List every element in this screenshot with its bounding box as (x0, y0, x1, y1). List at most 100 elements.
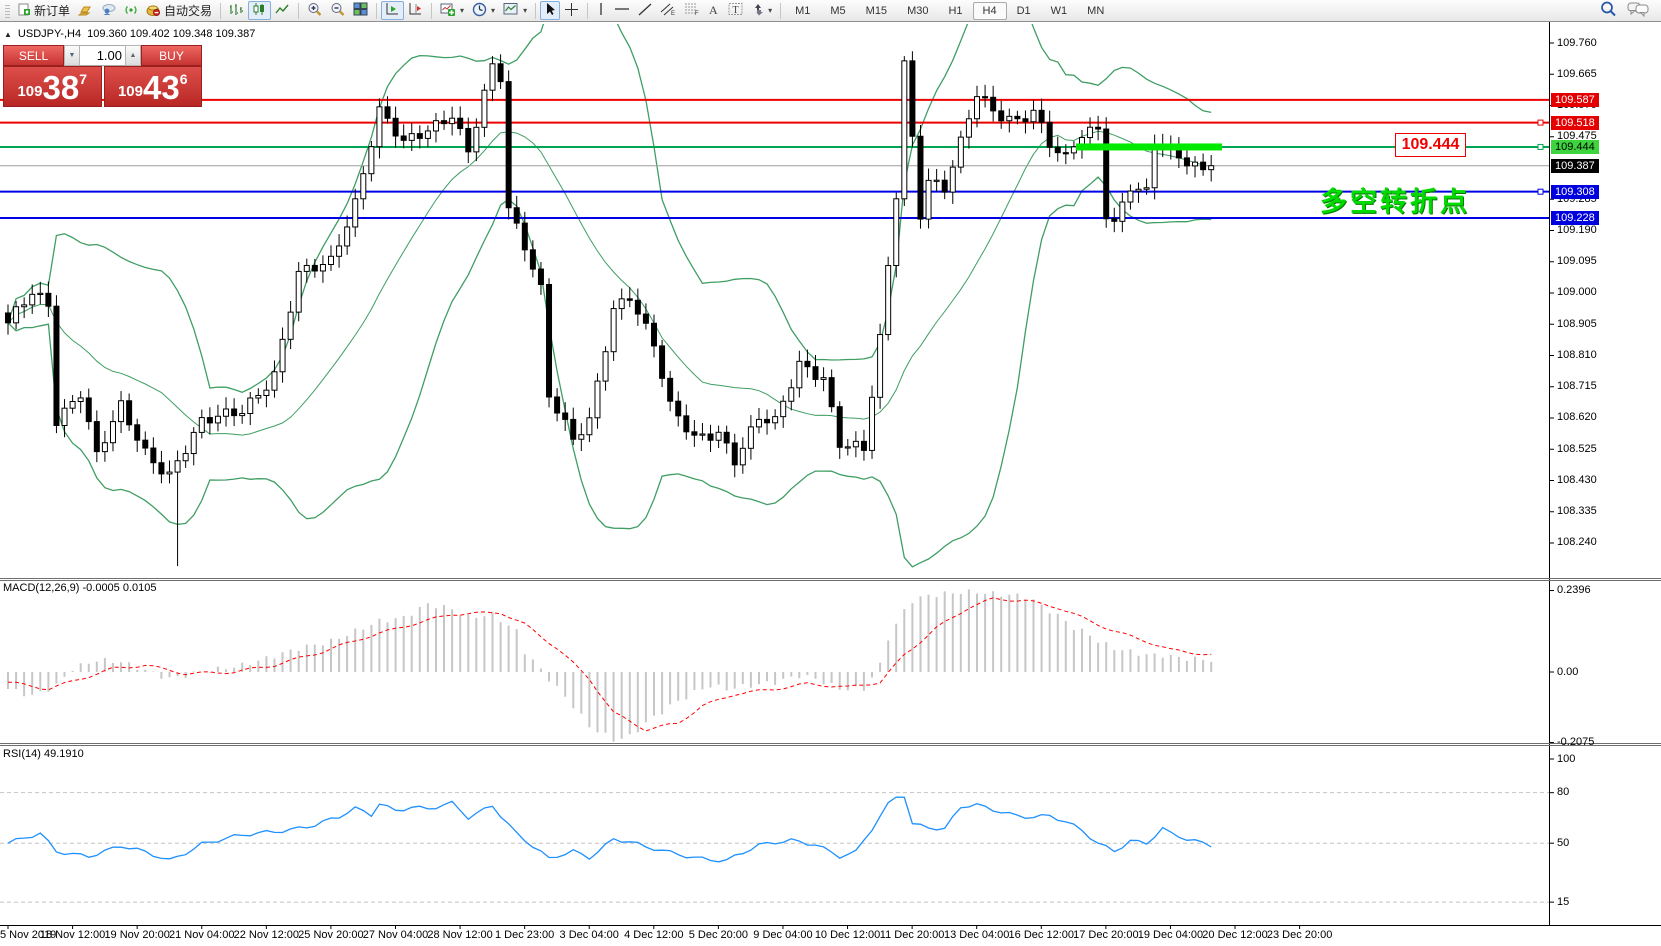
date-label: 19 Dec 04:00 (1137, 929, 1204, 941)
zoom-in-button[interactable] (303, 1, 326, 20)
auto-scroll-icon (385, 2, 400, 19)
panel-collapse-arrow[interactable]: ▲ (4, 29, 12, 39)
new-chart-button[interactable]: ▾ (436, 1, 468, 20)
volume-input[interactable] (80, 46, 125, 65)
toolbar-grip[interactable] (5, 3, 10, 18)
chart-shift-icon (408, 2, 423, 19)
toolbar-right (1600, 1, 1649, 20)
sell-price-big: 38 (42, 68, 80, 106)
volume-increase-button[interactable]: ▲ (125, 45, 141, 66)
price-badge: 109.444 (1551, 139, 1599, 154)
arrows-icon (752, 2, 764, 19)
price-badge: 109.308 (1551, 184, 1599, 199)
chevron-down-icon: ▾ (460, 6, 465, 15)
auto-trading-button[interactable]: 自动交易 (142, 1, 216, 20)
chart-shift-button[interactable] (404, 1, 427, 20)
sell-price-button[interactable]: 109 38 7 (3, 66, 102, 107)
svg-text:E: E (671, 11, 675, 16)
date-label: 1 Dec 23:00 (494, 929, 555, 941)
price-level-label[interactable]: 109.444 (1395, 133, 1466, 157)
price-tick-label: 108.715 (1557, 380, 1597, 393)
candlestick-button[interactable] (248, 1, 272, 20)
cursor-icon (544, 2, 556, 19)
timeframe-m30[interactable]: M30 (907, 4, 929, 17)
price-tick-label: 108.905 (1557, 317, 1597, 330)
toolbar-separator (220, 2, 222, 19)
sell-button[interactable]: SELL (3, 45, 64, 66)
templates-button[interactable]: ▾ (499, 1, 531, 20)
new-order-button[interactable]: 新订单 (14, 1, 74, 20)
search-icon[interactable] (1600, 1, 1617, 20)
macd-tick-label: 0.00 (1557, 665, 1579, 678)
timeframe-m15[interactable]: M15 (865, 4, 888, 17)
text-icon: A (708, 3, 720, 19)
volume-decrease-button[interactable]: ▼ (64, 45, 80, 66)
buy-button[interactable]: BUY (141, 45, 202, 66)
date-label: 3 Dec 04:00 (559, 929, 619, 941)
candlestick-icon (252, 2, 267, 19)
line-chart-button[interactable] (271, 1, 294, 20)
rsi-name: RSI(14) (3, 748, 41, 760)
rsi-pane (0, 792, 1549, 903)
timeframe-w1[interactable]: W1 (1050, 4, 1068, 17)
trade-panel-prices: 109 38 7 109 43 6 (3, 66, 202, 107)
timeframe-d1[interactable]: D1 (1016, 4, 1031, 17)
macd-histogram (7, 589, 1213, 742)
price-tick-label: 108.525 (1557, 442, 1597, 455)
chat-icon[interactable] (1627, 1, 1649, 20)
line-chart-icon (275, 2, 290, 19)
chrome-layer (0, 22, 1661, 929)
level-marker (1537, 143, 1544, 150)
bar-chart-icon (229, 2, 244, 19)
rsi-tick-label: 80 (1557, 786, 1570, 799)
arrows-button[interactable]: ▾ (748, 1, 776, 20)
crosshair-icon (564, 2, 579, 20)
timeframe-mn[interactable]: MN (1087, 4, 1105, 17)
horizontal-line-button[interactable] (610, 1, 634, 20)
symbol-info: ▲ USDJPY-,H4 109.360 109.402 109.348 109… (4, 28, 255, 40)
date-label: 11 Dec 20:00 (879, 929, 945, 941)
zoom-in-icon (307, 2, 322, 20)
price-tick-label: 108.430 (1557, 473, 1597, 486)
trendline-button[interactable] (634, 1, 656, 20)
text-label-button[interactable]: T (724, 1, 748, 20)
timeframe-m5[interactable]: M5 (830, 4, 846, 17)
periods-button[interactable]: ▾ (468, 1, 499, 20)
channel-button[interactable]: E (656, 1, 680, 20)
macd-label: MACD(12,26,9) -0.0005 0.0105 (3, 582, 157, 594)
symbol-name: USDJPY-,H4 (17, 28, 82, 40)
chevron-down-icon: ▾ (768, 6, 773, 15)
bar-chart-button[interactable] (225, 1, 248, 20)
fibonacci-button[interactable]: F (680, 1, 704, 20)
text-button[interactable]: A (704, 1, 724, 20)
cursor-button[interactable] (540, 1, 561, 20)
auto-trading-label: 自动交易 (164, 4, 213, 18)
svg-text:A: A (709, 3, 718, 16)
zoom-out-button[interactable] (326, 1, 349, 20)
price-tick-label: 108.240 (1557, 536, 1597, 549)
timeframe-h4[interactable]: H4 (972, 1, 1007, 20)
vertical-line-button[interactable] (592, 1, 610, 20)
date-label: 28 Nov 12:00 (427, 929, 493, 941)
gold-button[interactable] (74, 1, 97, 20)
tile-windows-button[interactable] (349, 1, 372, 20)
toolbar-separator (298, 2, 300, 19)
new-order-icon (18, 3, 31, 19)
macd-values: -0.0005 0.0105 (82, 582, 157, 594)
price-badge: 109.387 (1551, 158, 1599, 173)
volume-box (80, 45, 125, 66)
text-label-icon: T (728, 2, 744, 19)
price-tick-label: 108.335 (1557, 505, 1597, 518)
buy-price-button[interactable]: 109 43 6 (103, 66, 202, 107)
signals-button[interactable] (120, 1, 142, 20)
date-label: 18 Nov 12:00 (39, 929, 106, 941)
community-button[interactable] (97, 1, 120, 20)
timeframe-h1[interactable]: H1 (948, 4, 963, 17)
timeframe-m1[interactable]: M1 (795, 4, 811, 17)
level-marker (1537, 188, 1544, 195)
fibonacci-icon: F (684, 2, 700, 19)
crosshair-button[interactable] (560, 1, 583, 20)
auto-scroll-button[interactable] (381, 1, 405, 20)
